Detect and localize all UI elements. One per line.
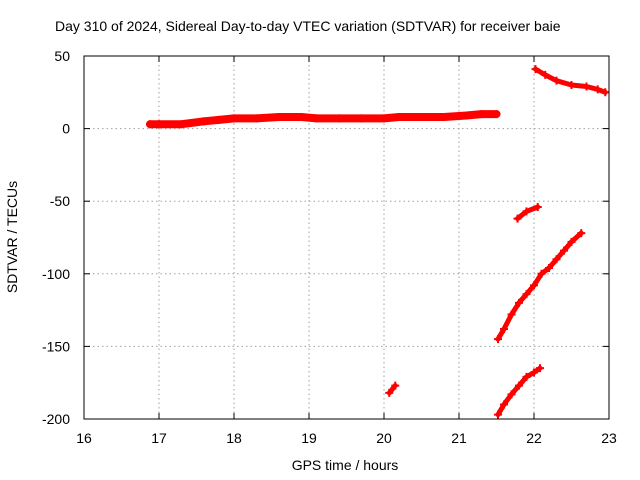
data-point (545, 263, 553, 272)
y-tick-label: -50 (50, 193, 70, 209)
data-point (417, 112, 426, 121)
y-tick-label: -100 (42, 266, 70, 282)
data-point (252, 114, 261, 123)
data-point (533, 203, 542, 212)
data-point (513, 214, 522, 223)
data-point (462, 111, 471, 120)
x-tick-label: 18 (226, 430, 242, 446)
data-point (582, 82, 591, 91)
x-axis-label: GPS time / hours (292, 457, 399, 473)
chart-title: Day 310 of 2024, Sidereal Day-to-day VTE… (55, 18, 561, 34)
y-tick-label: 50 (54, 48, 70, 64)
series-trace (386, 383, 398, 396)
data-point (275, 112, 283, 121)
data-point (335, 114, 343, 123)
data-point (541, 70, 550, 79)
data-point (536, 364, 544, 373)
data-point (515, 298, 523, 307)
data-point (312, 114, 321, 123)
data-point (530, 368, 538, 377)
data-point (522, 372, 531, 381)
data-point (507, 390, 516, 399)
data-point (522, 207, 531, 216)
series-trace (495, 230, 584, 342)
data-point (395, 112, 403, 121)
data-point (440, 112, 448, 121)
data-point (601, 88, 610, 97)
data-point (552, 76, 561, 85)
data-point (507, 310, 516, 319)
data-point (177, 120, 186, 129)
data-point (492, 110, 501, 119)
data-point (560, 246, 568, 255)
grid-lines (84, 56, 609, 419)
data-point (357, 114, 366, 123)
data-point (500, 324, 508, 333)
series-layer (146, 65, 610, 419)
data-point (567, 237, 576, 246)
data-point (515, 381, 523, 390)
data-point (200, 117, 208, 126)
x-tick-label: 20 (376, 430, 392, 446)
data-point (477, 110, 486, 119)
data-point (537, 269, 546, 278)
data-point (500, 400, 508, 409)
x-tick-label: 19 (301, 430, 317, 446)
data-point (155, 120, 163, 129)
data-point (593, 85, 602, 94)
y-tick-label: -150 (42, 338, 70, 354)
data-point (297, 112, 306, 121)
data-point (567, 81, 576, 90)
data-point (552, 255, 561, 264)
data-point (230, 114, 238, 123)
y-tick-label: -200 (42, 411, 70, 427)
data-point (494, 335, 502, 344)
plot-frame (83, 55, 610, 420)
data-point (215, 115, 223, 124)
data-point (531, 65, 540, 74)
data-point (494, 410, 502, 419)
series-trace (515, 204, 541, 222)
x-tick-label: 22 (526, 430, 542, 446)
axis-ticks: 16 17 18 19 20 21 22 23 50 0 -50 -100 -150 -200 (42, 48, 617, 446)
data-point (522, 290, 531, 299)
y-tick-label: 0 (62, 121, 70, 137)
data-point (530, 281, 538, 290)
y-axis-label: SDTVAR / TECUs (4, 181, 20, 293)
x-tick-label: 17 (151, 430, 167, 446)
data-point (146, 120, 154, 129)
data-point (380, 114, 388, 123)
x-tick-label: 16 (76, 430, 92, 446)
x-tick-label: 21 (451, 430, 467, 446)
data-point (391, 381, 400, 390)
x-tick-label: 23 (601, 430, 617, 446)
data-point (577, 229, 586, 238)
data-point (385, 388, 394, 397)
